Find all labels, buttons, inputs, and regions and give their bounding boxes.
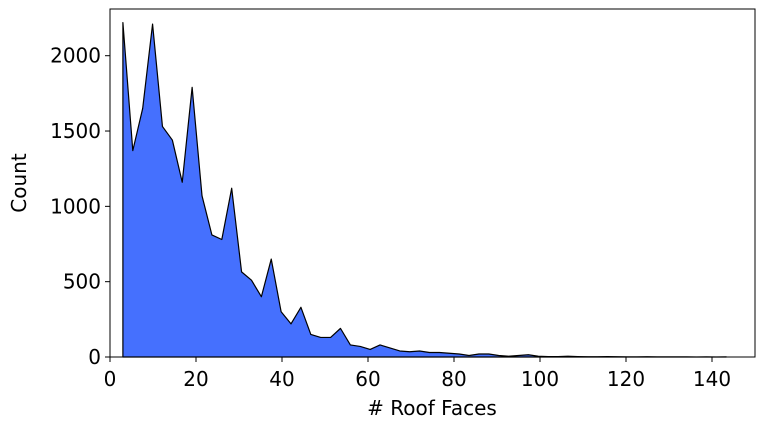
x-tick-label: 80 xyxy=(441,367,466,391)
y-axis-label: Count xyxy=(7,153,31,213)
x-tick-label: 120 xyxy=(607,367,645,391)
x-tick-label: 0 xyxy=(104,367,117,391)
plot-frame xyxy=(109,8,756,358)
y-tick-label: 1500 xyxy=(50,119,101,143)
x-tick-label: 100 xyxy=(521,367,559,391)
x-tick-label: 140 xyxy=(693,367,731,391)
y-tick-label: 500 xyxy=(63,270,101,294)
y-tick-label: 1000 xyxy=(50,194,101,218)
x-axis-label: # Roof Faces xyxy=(367,396,497,420)
x-tick-label: 40 xyxy=(269,367,294,391)
y-tick-label: 2000 xyxy=(50,44,101,68)
x-tick-label: 20 xyxy=(183,367,208,391)
area xyxy=(122,21,727,358)
y-tick-label: 0 xyxy=(88,345,101,369)
x-tick-label: 60 xyxy=(355,367,380,391)
